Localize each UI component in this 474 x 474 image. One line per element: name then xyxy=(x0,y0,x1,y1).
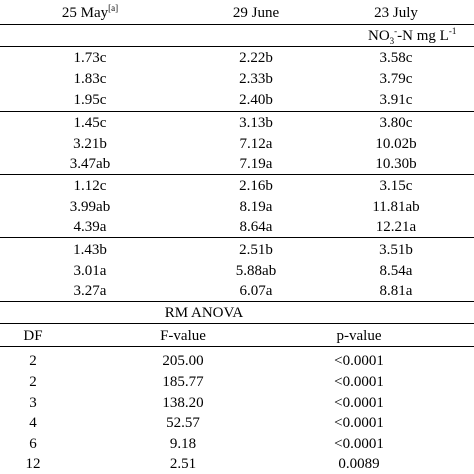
table-cell: 3.27a xyxy=(73,283,107,299)
table-cell: 3.99ab xyxy=(69,199,111,215)
anova-cell: 2 xyxy=(29,353,37,369)
anova-cell: 12 xyxy=(25,456,41,472)
anova-cell: <0.0001 xyxy=(334,374,384,390)
anova-cell: <0.0001 xyxy=(334,436,384,452)
unit-label: NO3--N mg L-1 xyxy=(368,26,457,46)
anova-header-pvalue: p-value xyxy=(336,328,382,344)
table-cell: 11.81ab xyxy=(372,199,420,215)
anova-cell: 138.20 xyxy=(162,395,204,411)
table-cell: 1.43b xyxy=(73,242,107,258)
table-cell: 1.73c xyxy=(73,50,107,66)
table-cell: 3.91c xyxy=(379,92,413,108)
table-cell: 3.01a xyxy=(73,263,107,279)
header-july: 23 July xyxy=(374,5,418,21)
anova-title: RM ANOVA xyxy=(164,305,244,321)
anova-cell: <0.0001 xyxy=(334,353,384,369)
group-rule xyxy=(0,301,474,302)
anova-title-rule xyxy=(0,323,474,324)
anova-cell: 185.77 xyxy=(162,374,204,390)
group-rule xyxy=(0,237,474,238)
table-cell: 10.30b xyxy=(375,156,417,172)
unit-sup: - xyxy=(394,26,398,36)
anova-cell: 0.0089 xyxy=(338,456,380,472)
table-cell: 5.88ab xyxy=(235,263,277,279)
table-cell: 3.15c xyxy=(379,178,413,194)
table-cell: 7.12a xyxy=(239,136,273,152)
table-cell: 1.12c xyxy=(73,178,107,194)
table-cell: 3.13b xyxy=(239,115,273,131)
table-cell: 1.83c xyxy=(73,71,107,87)
unit-sub: 3 xyxy=(389,36,395,46)
table-cell: 1.95c xyxy=(73,92,107,108)
table-cell: 3.51b xyxy=(379,242,413,258)
table-cell: 3.47ab xyxy=(69,156,111,172)
table-cell: 2.51b xyxy=(239,242,273,258)
table-cell: 6.07a xyxy=(239,283,273,299)
unit-mid: -N mg L xyxy=(397,28,449,44)
table-cell: 8.19a xyxy=(239,199,273,215)
table-cell: 7.19a xyxy=(239,156,273,172)
header-may-label: 25 May xyxy=(61,5,109,21)
table-cell: 12.21a xyxy=(375,219,417,235)
table-cell: 8.81a xyxy=(379,283,413,299)
header-rule xyxy=(0,24,474,25)
anova-cell: <0.0001 xyxy=(334,415,384,431)
table-cell: 8.54a xyxy=(379,263,413,279)
anova-cell: 6 xyxy=(29,436,37,452)
table-cell: 2.40b xyxy=(239,92,273,108)
header-june: 29 June xyxy=(232,5,280,21)
anova-header-rule xyxy=(0,346,474,347)
anova-cell: 52.57 xyxy=(166,415,200,431)
table-cell: 2.16b xyxy=(239,178,273,194)
anova-cell: 205.00 xyxy=(162,353,204,369)
anova-header-df: DF xyxy=(23,328,43,344)
table-cell: 3.80c xyxy=(379,115,413,131)
table-cell: 8.64a xyxy=(239,219,273,235)
unit-prefix: NO xyxy=(368,28,390,44)
table-cell: 3.79c xyxy=(379,71,413,87)
unit-sup2: -1 xyxy=(448,26,457,36)
table-cell: 3.21b xyxy=(73,136,107,152)
unit-rule xyxy=(0,46,474,47)
anova-cell: 2.51 xyxy=(169,456,197,472)
header-may: 25 May[a] xyxy=(62,4,118,22)
anova-header-fvalue: F-value xyxy=(160,328,206,344)
table-cell: 10.02b xyxy=(375,136,417,152)
table-cell: 3.58c xyxy=(379,50,413,66)
table-cell: 2.33b xyxy=(239,71,273,87)
anova-cell: <0.0001 xyxy=(334,395,384,411)
group-rule xyxy=(0,174,474,175)
anova-cell: 4 xyxy=(29,415,37,431)
table-cell: 4.39a xyxy=(73,219,107,235)
table-cell: 1.45c xyxy=(73,115,107,131)
table-cell: 2.22b xyxy=(239,50,273,66)
anova-cell: 2 xyxy=(29,374,37,390)
header-may-footnote: [a] xyxy=(108,3,119,13)
anova-cell: 3 xyxy=(29,395,37,411)
group-rule xyxy=(0,111,474,112)
anova-cell: 9.18 xyxy=(169,436,197,452)
